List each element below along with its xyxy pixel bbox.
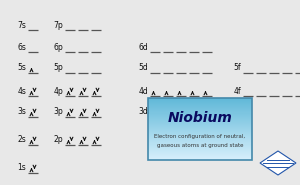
Bar (148, 131, 252, 132)
Bar (148, 148, 252, 149)
Bar (148, 140, 252, 141)
Bar (148, 135, 252, 136)
Bar (148, 100, 252, 101)
Bar (148, 119, 252, 120)
Text: 2p: 2p (53, 135, 63, 144)
Bar (148, 158, 252, 159)
Bar (148, 137, 252, 138)
Bar (148, 107, 252, 108)
Bar (148, 118, 252, 119)
Bar (148, 120, 252, 121)
Bar (148, 117, 252, 118)
Text: gaseous atoms at ground state: gaseous atoms at ground state (157, 143, 243, 148)
Text: Electron configuration of neutral,: Electron configuration of neutral, (154, 134, 246, 139)
Bar (148, 157, 252, 158)
Text: 5s: 5s (17, 63, 26, 73)
Bar (148, 151, 252, 152)
Bar (148, 133, 252, 134)
Bar (148, 142, 252, 143)
Bar (148, 128, 252, 129)
Bar (148, 143, 252, 144)
Bar (148, 122, 252, 123)
Bar (148, 141, 252, 142)
Text: 7p: 7p (53, 21, 63, 29)
Bar (148, 126, 252, 127)
Bar (148, 101, 252, 102)
Bar (148, 98, 252, 99)
Text: Niobium: Niobium (168, 111, 232, 125)
Bar (148, 144, 252, 146)
Text: 4d: 4d (138, 87, 148, 95)
Text: 6d: 6d (138, 43, 148, 51)
Bar (148, 159, 252, 160)
Text: 2s: 2s (17, 135, 26, 144)
Bar (148, 149, 252, 150)
Text: 3p: 3p (53, 107, 63, 117)
Bar (148, 108, 252, 109)
Text: 5f: 5f (233, 63, 241, 73)
Bar (148, 155, 252, 156)
Bar (148, 106, 252, 107)
Bar (148, 130, 252, 131)
Bar (148, 112, 252, 114)
Bar (148, 156, 252, 157)
Text: 1s: 1s (17, 164, 26, 172)
Bar (148, 147, 252, 148)
Text: 6s: 6s (17, 43, 26, 51)
Text: 6p: 6p (53, 43, 63, 51)
Bar (148, 104, 252, 105)
Bar (148, 103, 252, 104)
Bar (148, 115, 252, 116)
Bar (148, 102, 252, 103)
Text: 7s: 7s (17, 21, 26, 29)
Text: 5p: 5p (53, 63, 63, 73)
Bar (148, 105, 252, 106)
Bar (148, 132, 252, 133)
Bar (148, 136, 252, 137)
Bar (148, 123, 252, 124)
Polygon shape (260, 151, 296, 175)
Bar (148, 127, 252, 128)
Bar (148, 124, 252, 125)
Bar (148, 129, 252, 130)
Bar (148, 152, 252, 153)
Text: 4p: 4p (53, 87, 63, 95)
Bar (148, 150, 252, 151)
Text: 3d: 3d (138, 107, 148, 117)
Bar (148, 153, 252, 154)
Bar (148, 125, 252, 126)
Bar (148, 116, 252, 117)
Text: 4s: 4s (17, 87, 26, 95)
Bar (148, 98, 252, 160)
Bar (148, 139, 252, 140)
Bar (148, 110, 252, 111)
Text: 3s: 3s (17, 107, 26, 117)
Bar (148, 154, 252, 155)
Text: 5d: 5d (138, 63, 148, 73)
Bar (148, 146, 252, 147)
Bar (148, 138, 252, 139)
Bar (148, 134, 252, 135)
Bar (148, 109, 252, 110)
Bar (148, 99, 252, 100)
Bar (148, 111, 252, 112)
Bar (148, 114, 252, 115)
Text: 4f: 4f (233, 87, 241, 95)
Bar (148, 121, 252, 122)
